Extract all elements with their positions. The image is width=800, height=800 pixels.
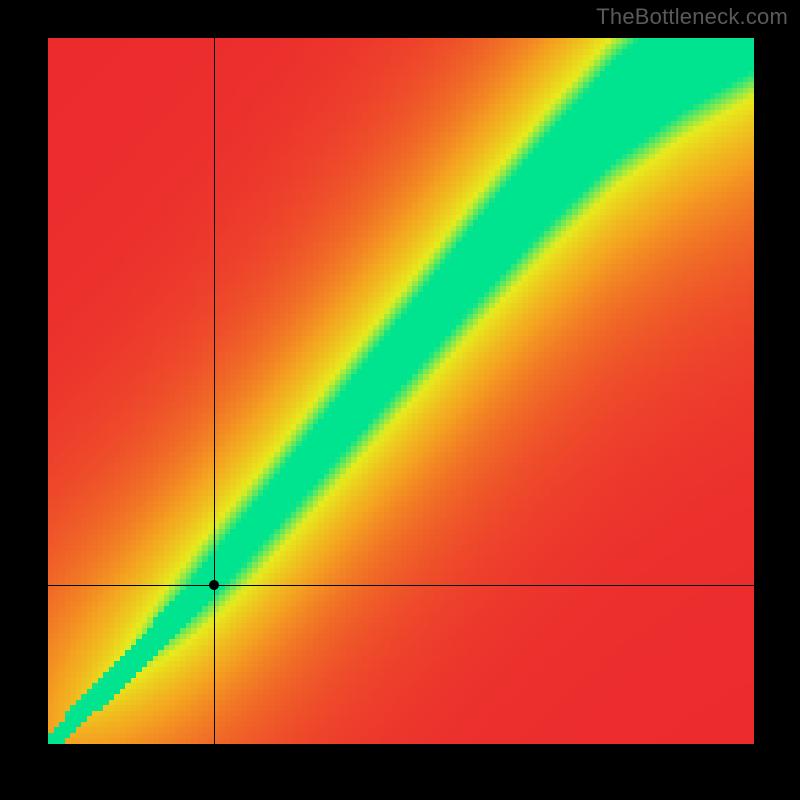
crosshair-horizontal [48,585,754,586]
crosshair-vertical [214,38,215,744]
plot-area [48,38,754,744]
crosshair-marker [209,580,219,590]
chart-container: TheBottleneck.com [0,0,800,800]
bottleneck-heatmap [48,38,754,744]
watermark-text: TheBottleneck.com [596,4,788,30]
